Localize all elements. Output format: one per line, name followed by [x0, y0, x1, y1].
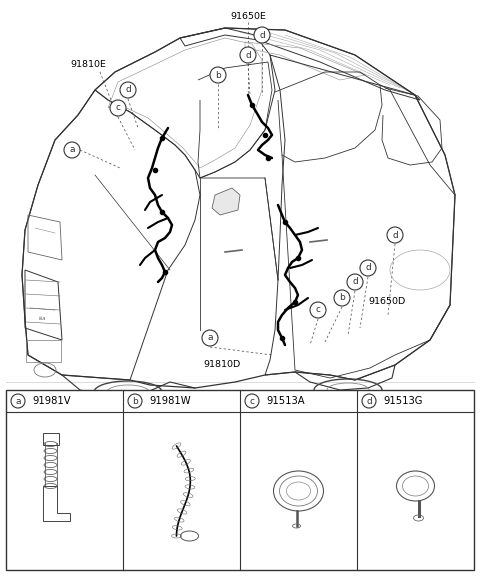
- Text: b: b: [132, 396, 138, 406]
- Circle shape: [128, 394, 142, 408]
- Text: 91981W: 91981W: [149, 396, 191, 406]
- Circle shape: [362, 394, 376, 408]
- Circle shape: [254, 27, 270, 43]
- Circle shape: [245, 394, 259, 408]
- Circle shape: [202, 330, 218, 346]
- Circle shape: [310, 302, 326, 318]
- Text: 91513G: 91513G: [383, 396, 422, 406]
- Text: d: d: [365, 263, 371, 272]
- Text: 91810D: 91810D: [204, 360, 240, 369]
- Circle shape: [334, 290, 350, 306]
- Text: c: c: [116, 104, 120, 112]
- Text: d: d: [125, 85, 131, 94]
- Bar: [43, 433, 59, 445]
- Text: 91810E: 91810E: [70, 60, 106, 69]
- Text: d: d: [352, 278, 358, 286]
- Text: d: d: [259, 31, 265, 40]
- Circle shape: [360, 260, 376, 276]
- Text: 91650D: 91650D: [368, 297, 405, 306]
- Text: b: b: [215, 70, 221, 79]
- Text: c: c: [250, 396, 254, 406]
- Text: d: d: [245, 51, 251, 59]
- Text: 91981V: 91981V: [32, 396, 71, 406]
- Circle shape: [11, 394, 25, 408]
- Circle shape: [64, 142, 80, 158]
- Text: kia: kia: [38, 316, 46, 320]
- Bar: [26, 340, 61, 362]
- Circle shape: [387, 227, 403, 243]
- Text: d: d: [392, 230, 398, 240]
- Text: a: a: [15, 396, 21, 406]
- Text: a: a: [207, 334, 213, 343]
- Text: 91650E: 91650E: [230, 12, 266, 21]
- Text: a: a: [69, 146, 75, 154]
- Circle shape: [120, 82, 136, 98]
- Text: 91513A: 91513A: [266, 396, 305, 406]
- Polygon shape: [212, 188, 240, 215]
- Bar: [6, 390, 474, 570]
- Circle shape: [347, 274, 363, 290]
- Circle shape: [210, 67, 226, 83]
- Text: d: d: [366, 396, 372, 406]
- Text: b: b: [339, 294, 345, 302]
- Text: c: c: [315, 305, 321, 314]
- Circle shape: [240, 47, 256, 63]
- Circle shape: [110, 100, 126, 116]
